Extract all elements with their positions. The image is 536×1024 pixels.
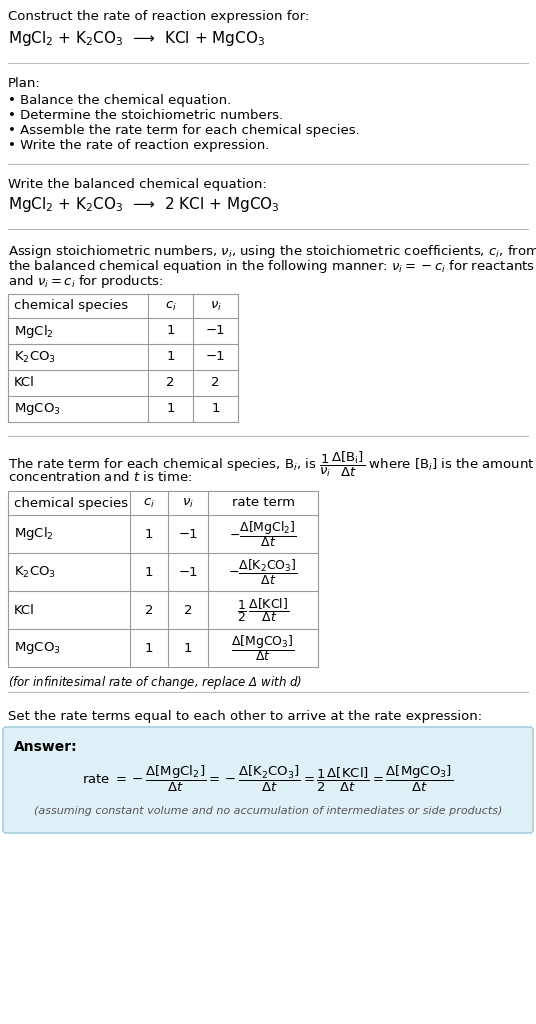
Text: $c_i$: $c_i$ [165, 299, 176, 312]
Text: MgCl$_2$: MgCl$_2$ [14, 323, 54, 340]
FancyBboxPatch shape [3, 727, 533, 833]
Text: Plan:: Plan: [8, 77, 41, 90]
Text: 1: 1 [145, 641, 153, 654]
Text: The rate term for each chemical species, B$_i$, is $\dfrac{1}{\nu_i}\dfrac{\Delt: The rate term for each chemical species,… [8, 450, 534, 479]
Text: 2: 2 [184, 603, 192, 616]
Text: concentration and $t$ is time:: concentration and $t$ is time: [8, 470, 192, 484]
Text: 1: 1 [145, 565, 153, 579]
Text: $\nu_i$: $\nu_i$ [182, 497, 194, 510]
Text: $\nu_i$: $\nu_i$ [210, 299, 221, 312]
Text: • Balance the chemical equation.: • Balance the chemical equation. [8, 94, 231, 106]
Text: MgCO$_3$: MgCO$_3$ [14, 640, 61, 656]
Text: KCl: KCl [14, 377, 35, 389]
Text: KCl: KCl [14, 603, 35, 616]
Text: Construct the rate of reaction expression for:: Construct the rate of reaction expressio… [8, 10, 309, 23]
Text: rate term: rate term [232, 497, 294, 510]
Text: Answer:: Answer: [14, 740, 78, 754]
Text: (for infinitesimal rate of change, replace Δ with $d$): (for infinitesimal rate of change, repla… [8, 674, 302, 691]
Text: • Write the rate of reaction expression.: • Write the rate of reaction expression. [8, 139, 270, 152]
Text: $-\dfrac{\Delta[\mathrm{MgCl_2}]}{\Delta t}$: $-\dfrac{\Delta[\mathrm{MgCl_2}]}{\Delta… [229, 519, 297, 549]
Text: 1: 1 [166, 350, 175, 364]
Text: 2: 2 [145, 603, 153, 616]
Text: K$_2$CO$_3$: K$_2$CO$_3$ [14, 349, 56, 365]
Text: Assign stoichiometric numbers, $\nu_i$, using the stoichiometric coefficients, $: Assign stoichiometric numbers, $\nu_i$, … [8, 243, 536, 260]
Text: −1: −1 [178, 565, 198, 579]
Text: and $\nu_i = c_i$ for products:: and $\nu_i = c_i$ for products: [8, 273, 163, 290]
Text: $-\dfrac{\Delta[\mathrm{K_2CO_3}]}{\Delta t}$: $-\dfrac{\Delta[\mathrm{K_2CO_3}]}{\Delt… [228, 557, 298, 587]
Text: $c_i$: $c_i$ [143, 497, 155, 510]
Text: 1: 1 [184, 641, 192, 654]
Text: $\dfrac{\Delta[\mathrm{MgCO_3}]}{\Delta t}$: $\dfrac{\Delta[\mathrm{MgCO_3}]}{\Delta … [231, 633, 295, 663]
Text: • Assemble the rate term for each chemical species.: • Assemble the rate term for each chemic… [8, 124, 360, 137]
Text: 1: 1 [211, 402, 220, 416]
Text: $\dfrac{1}{2}\,\dfrac{\Delta[\mathrm{KCl}]}{\Delta t}$: $\dfrac{1}{2}\,\dfrac{\Delta[\mathrm{KCl… [237, 596, 289, 624]
Text: MgCl$_2$ + K$_2$CO$_3$  ⟶  2 KCl + MgCO$_3$: MgCl$_2$ + K$_2$CO$_3$ ⟶ 2 KCl + MgCO$_3… [8, 195, 280, 214]
Text: chemical species: chemical species [14, 299, 128, 312]
Text: 1: 1 [166, 325, 175, 338]
Text: 1: 1 [166, 402, 175, 416]
Text: −1: −1 [178, 527, 198, 541]
Text: the balanced chemical equation in the following manner: $\nu_i = -c_i$ for react: the balanced chemical equation in the fo… [8, 258, 535, 275]
Text: MgCO$_3$: MgCO$_3$ [14, 401, 61, 417]
Text: Write the balanced chemical equation:: Write the balanced chemical equation: [8, 178, 267, 191]
Text: Set the rate terms equal to each other to arrive at the rate expression:: Set the rate terms equal to each other t… [8, 710, 482, 723]
Text: K$_2$CO$_3$: K$_2$CO$_3$ [14, 564, 56, 580]
Bar [8, 294, 238, 422]
Text: MgCl$_2$ + K$_2$CO$_3$  ⟶  KCl + MgCO$_3$: MgCl$_2$ + K$_2$CO$_3$ ⟶ KCl + MgCO$_3$ [8, 29, 265, 48]
Text: 1: 1 [145, 527, 153, 541]
Text: 2: 2 [211, 377, 220, 389]
Text: −1: −1 [206, 325, 225, 338]
Text: rate $= -\dfrac{\Delta[\mathrm{MgCl_2}]}{\Delta t} = -\dfrac{\Delta[\mathrm{K_2C: rate $= -\dfrac{\Delta[\mathrm{MgCl_2}]}… [83, 764, 453, 795]
Text: chemical species: chemical species [14, 497, 128, 510]
Bar [8, 490, 318, 667]
Text: 2: 2 [166, 377, 175, 389]
Text: • Determine the stoichiometric numbers.: • Determine the stoichiometric numbers. [8, 109, 283, 122]
Text: −1: −1 [206, 350, 225, 364]
Text: (assuming constant volume and no accumulation of intermediates or side products): (assuming constant volume and no accumul… [34, 806, 502, 816]
Text: MgCl$_2$: MgCl$_2$ [14, 525, 54, 543]
